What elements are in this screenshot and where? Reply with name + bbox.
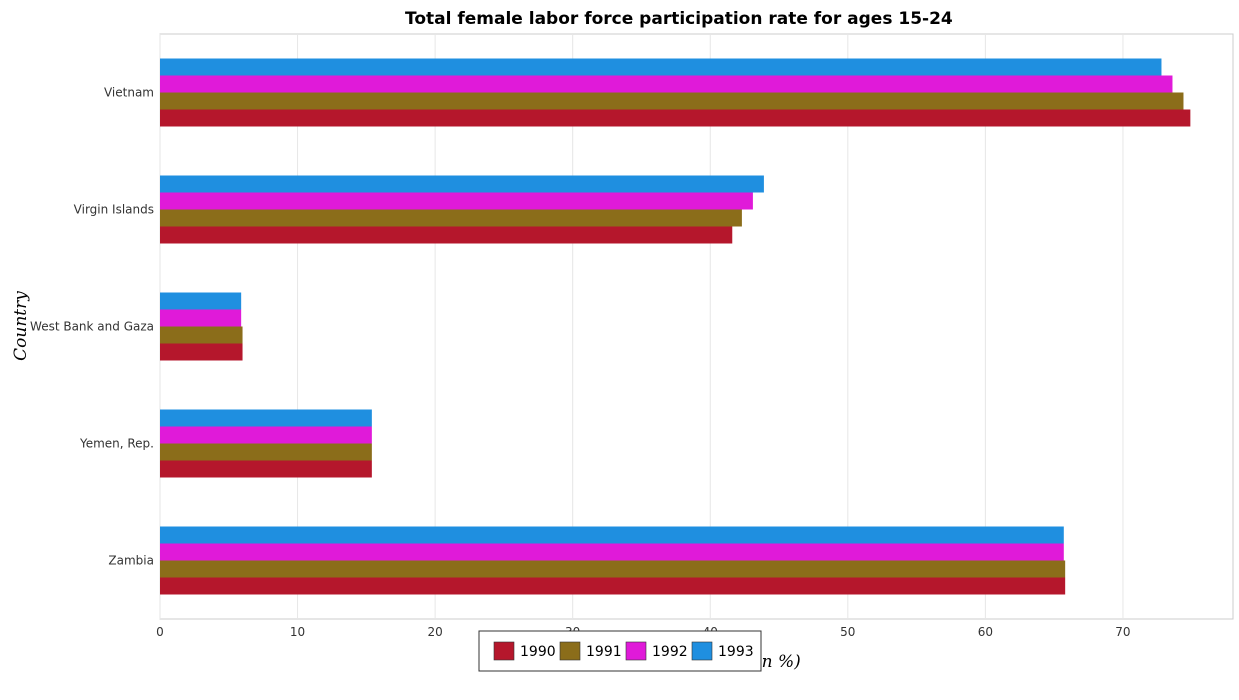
x-tick-label: 0: [156, 625, 164, 639]
x-tick-label: 60: [978, 625, 993, 639]
bar: [160, 577, 1066, 595]
grid-lines: [159, 34, 1124, 619]
bar: [160, 92, 1184, 110]
bar: [160, 226, 733, 244]
y-tick-label: West Bank and Gaza: [30, 320, 154, 334]
x-tick-label: 50: [840, 625, 855, 639]
y-axis-ticks: Vietnam Virgin Islands West Bank and Gaza Y…: [30, 86, 154, 568]
legend: 1990 1991 1992 1993: [478, 630, 762, 672]
legend-swatch: [493, 641, 515, 661]
y-axis-label: Country: [11, 291, 31, 361]
bars: [160, 58, 1191, 595]
bar: [160, 175, 764, 193]
bar: [160, 292, 242, 310]
y-tick-label: Virgin Islands: [74, 203, 154, 217]
bar: [160, 109, 1191, 127]
bar: [160, 75, 1173, 93]
legend-label: 1991: [586, 644, 622, 660]
y-tick-label: Yemen, Rep.: [79, 437, 154, 451]
x-tick-label: 20: [427, 625, 442, 639]
legend-swatch: [691, 641, 713, 661]
bar: [160, 326, 243, 344]
bar: [160, 460, 372, 478]
legend-label: 1990: [520, 644, 556, 660]
x-tick-label: 10: [290, 625, 305, 639]
bar: [160, 560, 1066, 578]
bar: [160, 443, 372, 461]
bar: [160, 209, 742, 227]
bar: [160, 343, 243, 361]
bar: [160, 526, 1064, 544]
plot-area: [159, 33, 1234, 620]
x-tick-label: 70: [1115, 625, 1130, 639]
legend-swatch: [625, 641, 647, 661]
bar: [160, 426, 372, 444]
legend-label: 1992: [652, 644, 688, 660]
bar: [160, 58, 1162, 76]
y-tick-label: Zambia: [108, 554, 154, 568]
bar: [160, 192, 753, 210]
legend-label: 1993: [718, 644, 754, 660]
bar: [160, 543, 1064, 561]
legend-box: [478, 630, 762, 672]
y-tick-label: Vietnam: [104, 86, 154, 100]
bar: [160, 409, 372, 427]
chart-title: Total female labor force participation r…: [405, 9, 953, 29]
legend-swatch: [559, 641, 581, 661]
bar: [160, 309, 242, 327]
